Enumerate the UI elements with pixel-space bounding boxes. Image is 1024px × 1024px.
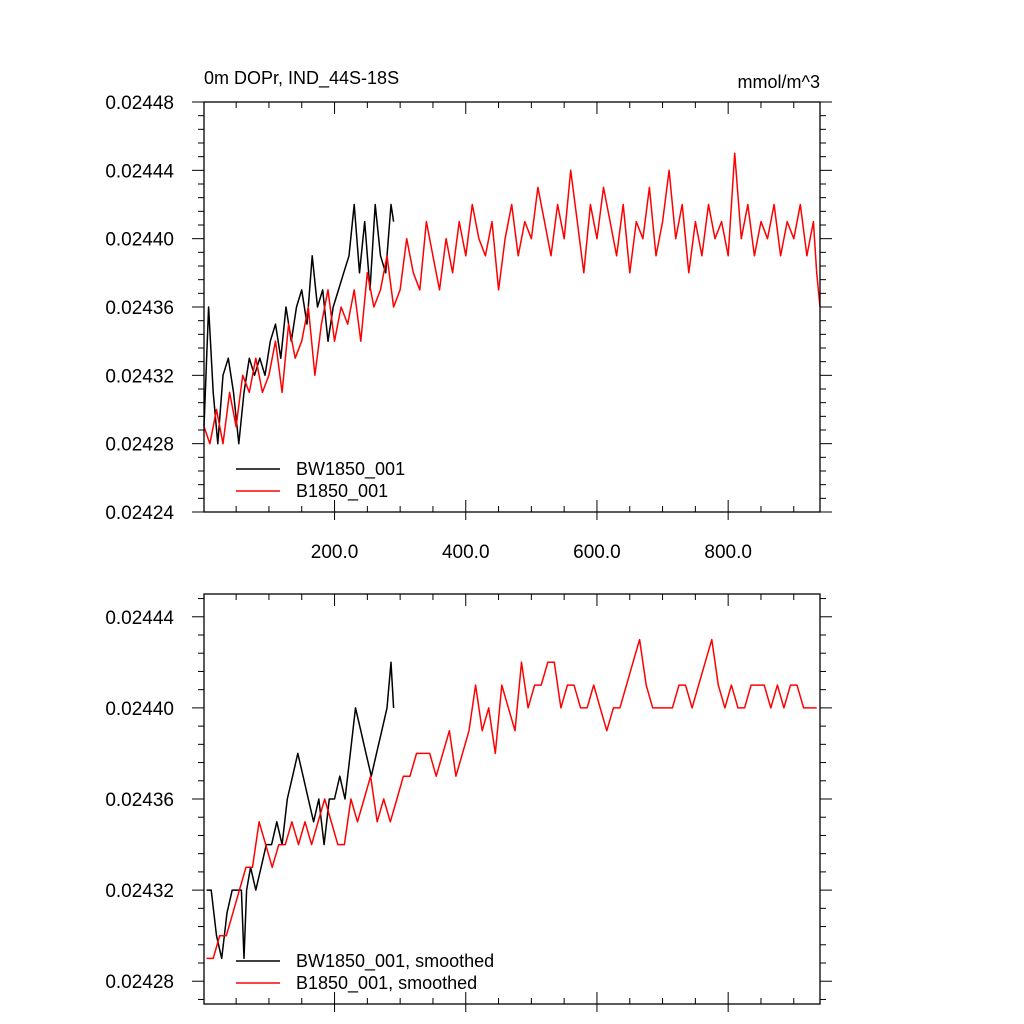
series-line-b1850-smoothed (206, 638, 817, 960)
y-tick-label: 0.02440 (105, 699, 174, 720)
bottom-panel-legend: BW1850_001, smoothed B1850_001, smoothed (236, 951, 494, 994)
series-line-bw1850 (203, 203, 395, 445)
y-tick-label: 0.02440 (105, 230, 174, 251)
y-tick-label: 0.02428 (105, 435, 174, 456)
y-tick-label: 0.02444 (105, 161, 174, 182)
top-panel: 0m DOPr, IND_44S-18S mmol/m^3 200.0 400.0… (105, 68, 832, 563)
y-tick-label: 0.02428 (105, 972, 174, 993)
y-tick-label: 0.02448 (105, 93, 174, 114)
y-tick-label: 0.02424 (105, 503, 174, 524)
x-tick-label: 600.0 (573, 542, 621, 563)
legend-label-bw1850-smoothed: BW1850_001, smoothed (296, 951, 494, 972)
x-tick-label: 200.0 (311, 542, 359, 563)
series-line-bw1850-smoothed (206, 661, 395, 960)
x-tick-label: 400.0 (442, 542, 490, 563)
bottom-panel: 0.02428 0.02432 0.02436 0.02440 0.02444 BW18… (105, 593, 832, 1012)
legend-label-bw1850: BW1850_001 (296, 459, 405, 480)
bottom-panel-ticks: 0.02428 0.02432 0.02436 0.02440 0.02444 (105, 594, 832, 1012)
top-panel-units: mmol/m^3 (738, 72, 820, 92)
y-tick-label: 0.02444 (105, 608, 174, 629)
top-panel-legend: BW1850_001 B1850_001 (236, 459, 405, 502)
top-panel-frame (203, 101, 821, 513)
top-panel-series (203, 152, 821, 445)
legend-label-b1850-smoothed: B1850_001, smoothed (296, 973, 477, 994)
x-tick-label: 800.0 (704, 542, 752, 563)
bottom-panel-frame (203, 593, 821, 1005)
y-tick-label: 0.02436 (105, 298, 174, 319)
legend-label-b1850: B1850_001 (296, 481, 388, 502)
bottom-panel-series (206, 638, 817, 960)
y-tick-label: 0.02436 (105, 790, 174, 811)
y-tick-label: 0.02432 (105, 366, 174, 387)
top-panel-title: 0m DOPr, IND_44S-18S (204, 68, 399, 89)
top-panel-ticks: 200.0 400.0 600.0 800.0 0.02424 0.02428 0.0243… (105, 93, 832, 563)
series-line-b1850 (203, 152, 821, 445)
y-tick-label: 0.02432 (105, 881, 174, 902)
